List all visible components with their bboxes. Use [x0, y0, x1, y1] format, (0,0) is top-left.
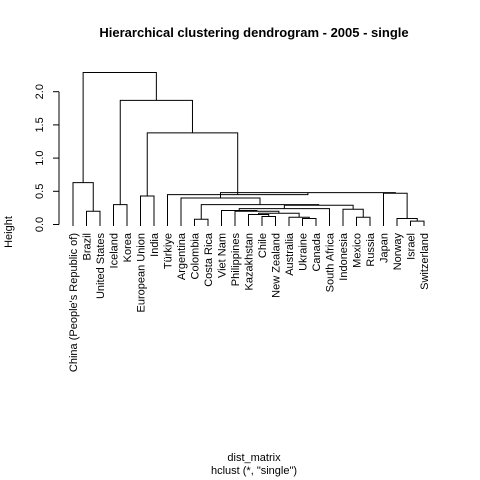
- leaf-label: Japan: [379, 233, 391, 263]
- leaf-label: Viet Nam: [217, 233, 229, 278]
- leaf-label: Mexico: [352, 233, 364, 268]
- leaf-label: China (People's Republic of): [68, 233, 80, 372]
- dendrogram-link: [383, 192, 408, 226]
- y-tick-label: 1.5: [34, 117, 46, 132]
- leaf-label: Argentina: [176, 232, 188, 280]
- dendrogram-link: [356, 216, 371, 226]
- leaf-label: European Union: [136, 233, 148, 313]
- leaf-label: Kazakhstan: [244, 233, 256, 290]
- leaf-label: Chile: [257, 233, 269, 258]
- dendrogram-link: [72, 182, 94, 226]
- leaf-label: Switzerland: [419, 233, 431, 290]
- leaf-labels: China (People's Republic of) Brazil United…: [68, 232, 431, 372]
- method-sublabel: hclust (*, "single"): [211, 465, 297, 477]
- leaf-label: United States: [95, 233, 107, 300]
- leaf-label: Ukraine: [298, 233, 310, 271]
- dendrogram-link: [410, 220, 425, 226]
- dendrogram-tree: [72, 71, 425, 226]
- x-axis-label: dist_matrix: [227, 452, 281, 464]
- dendrogram-link: [302, 218, 317, 226]
- chart-title: Hierarchical clustering dendrogram - 200…: [99, 25, 408, 40]
- leaf-label: Canada: [311, 232, 323, 271]
- y-tick-label: 0.0: [34, 217, 46, 232]
- leaf-label: Korea: [122, 232, 134, 262]
- y-tick-label: 0.5: [34, 184, 46, 199]
- dendrogram-link: [119, 99, 193, 205]
- dendrogram-link: [146, 132, 239, 196]
- dendrogram-link: [113, 204, 128, 226]
- leaf-label: Costa Rica: [203, 232, 215, 287]
- y-tick-label: 2.0: [34, 84, 46, 99]
- dendrogram-link: [140, 195, 155, 226]
- leaf-label: Iceland: [109, 233, 121, 268]
- dendrogram-link: [261, 216, 276, 226]
- y-tick-label: 1.0: [34, 150, 46, 165]
- leaf-label: Indonesia: [338, 232, 350, 281]
- dendrogram-link: [221, 210, 258, 226]
- y-axis: 0.0 0.5 1.0 1.5 2.0: [34, 84, 60, 232]
- dendrogram-link: [86, 210, 101, 226]
- dendrogram-link: [194, 218, 209, 226]
- leaf-label: South Africa: [325, 232, 337, 292]
- leaf-label: Israel: [406, 233, 418, 260]
- leaf-label: Brazil: [82, 233, 94, 261]
- leaf-label: Australia: [284, 232, 296, 276]
- leaf-label: Colombia: [190, 232, 202, 279]
- leaf-label: Türkiye: [163, 233, 175, 269]
- leaf-label: Russia: [365, 232, 377, 267]
- dendrogram-link: [396, 218, 418, 226]
- leaf-label: Philippines: [230, 233, 242, 287]
- dendrogram-link: [82, 71, 157, 183]
- leaf-label: India: [149, 232, 161, 257]
- leaf-label: Norway: [392, 233, 404, 271]
- leaf-label: New Zealand: [271, 233, 283, 298]
- y-axis-label: Height: [3, 216, 15, 248]
